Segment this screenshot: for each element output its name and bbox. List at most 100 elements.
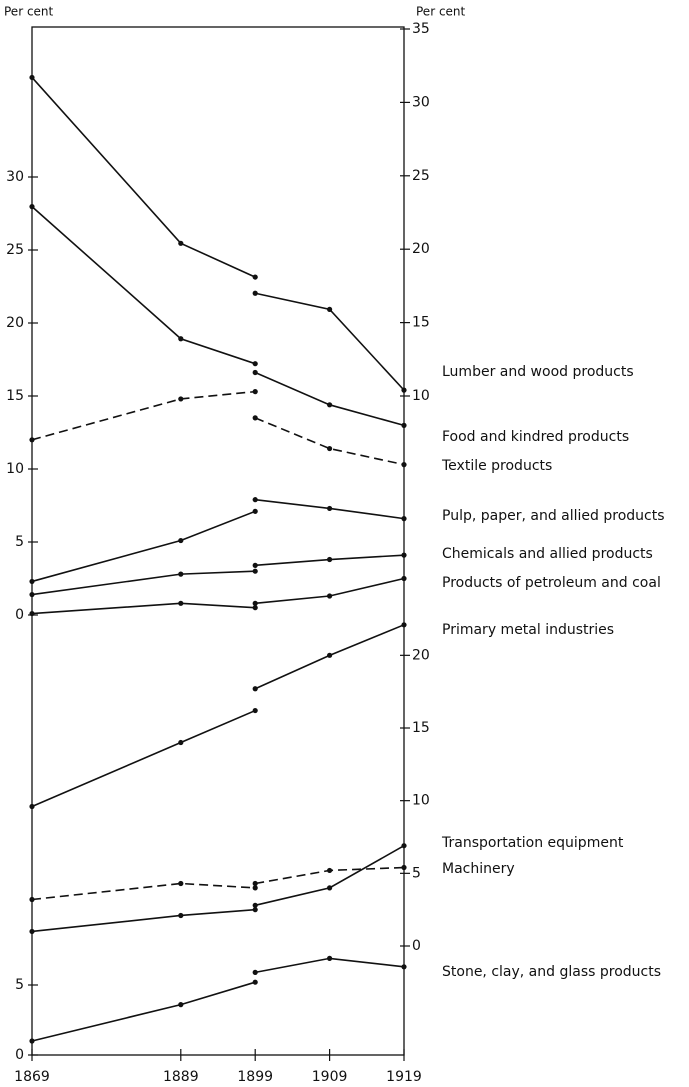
data-point [252, 600, 258, 606]
y2-axis-title: Per cent [416, 5, 466, 19]
data-point [327, 402, 333, 408]
data-point [178, 1002, 184, 1008]
y2-tick-label: 10 [412, 388, 430, 404]
data-point [327, 867, 333, 874]
series-label: Products of petroleum and coal [442, 575, 661, 591]
data-point [178, 880, 184, 887]
y-tick-label: 30 [6, 169, 24, 185]
y2-tick-label: 35 [412, 21, 430, 37]
data-point [252, 290, 258, 296]
x-tick-label: 1909 [312, 1069, 348, 1085]
data-point [252, 361, 258, 367]
data-point [178, 240, 184, 246]
y-tick-label: 5 [15, 534, 24, 550]
data-point [178, 912, 184, 919]
y-axis-title: Per cent [4, 5, 54, 19]
data-point [401, 552, 407, 558]
data-point [29, 578, 35, 585]
data-point [178, 336, 184, 342]
y2-tick-label: 15 [412, 720, 430, 736]
series-label: Machinery [442, 861, 515, 877]
series-line [31, 510, 256, 583]
x-tick-label: 1919 [386, 1069, 422, 1085]
data-point [29, 928, 35, 935]
data-point [178, 600, 184, 606]
data-point [252, 902, 258, 908]
data-point [252, 415, 258, 421]
series-label: Stone, clay, and glass products [442, 964, 661, 980]
y2-tick-label: 20 [412, 241, 430, 257]
data-point [29, 1038, 35, 1044]
y2-tick-label: 30 [412, 94, 430, 110]
data-point [401, 422, 407, 428]
y2-tick-label: 10 [412, 793, 430, 809]
data-point [401, 387, 407, 393]
data-point [29, 610, 35, 617]
series-line [31, 206, 256, 365]
data-point [401, 462, 407, 468]
data-point [29, 437, 35, 443]
data-point [401, 575, 407, 582]
data-point [401, 516, 407, 522]
data-point [327, 505, 333, 512]
data-point [178, 396, 184, 402]
data-point [29, 591, 35, 598]
y-tick-label: 5 [15, 977, 24, 993]
series-line [31, 908, 256, 933]
data-point [327, 652, 333, 658]
data-point [252, 497, 258, 503]
y2-tick-label: 25 [412, 168, 430, 184]
data-point [252, 508, 258, 514]
series-line [31, 882, 256, 901]
data-point [252, 880, 258, 887]
y-tick-label: 0 [15, 1047, 24, 1063]
series-label: Textile products [441, 458, 552, 474]
data-point [178, 739, 184, 746]
series-label: Lumber and wood products [442, 364, 634, 380]
plot-frame [31, 26, 405, 1056]
series-line [255, 577, 405, 605]
series-line [31, 76, 256, 278]
y2-tick-label: 20 [412, 647, 430, 663]
data-point [252, 907, 258, 913]
series-line [31, 981, 256, 1042]
y-tick-label: 15 [6, 388, 24, 404]
series-label: Food and kindred products [442, 429, 629, 445]
y-tick-label: 10 [6, 461, 24, 477]
data-point [252, 605, 258, 611]
data-point [252, 969, 258, 976]
data-point [252, 707, 258, 714]
series-line [31, 602, 256, 615]
series-line [31, 570, 256, 596]
data-point [29, 896, 35, 903]
x-tick-label: 1869 [14, 1069, 50, 1085]
data-point [327, 955, 333, 962]
series-label: Pulp, paper, and allied products [442, 508, 665, 524]
data-point [327, 593, 333, 599]
data-point [327, 306, 333, 312]
data-point [252, 562, 258, 568]
data-point [401, 864, 407, 871]
series-line [254, 371, 405, 427]
data-point [252, 979, 258, 985]
y-tick-label: 25 [6, 242, 24, 258]
data-point [29, 803, 35, 810]
data-point [178, 537, 184, 544]
data-point [401, 964, 407, 970]
data-point [252, 369, 258, 376]
data-point [252, 389, 258, 395]
y2-tick-label: 5 [412, 865, 421, 881]
series-label: Primary metal industries [442, 622, 614, 638]
series-label: Transportation equipment [441, 835, 624, 851]
data-point [327, 556, 333, 563]
data-point [401, 843, 407, 849]
data-point [401, 622, 407, 628]
x-tick-label: 1899 [237, 1069, 273, 1085]
data-point [252, 274, 258, 280]
series-line [255, 845, 405, 907]
y2-tick-label: 0 [412, 938, 421, 954]
series-line [31, 390, 256, 441]
y-tick-label: 0 [15, 607, 24, 623]
series-label: Chemicals and allied products [442, 546, 653, 562]
